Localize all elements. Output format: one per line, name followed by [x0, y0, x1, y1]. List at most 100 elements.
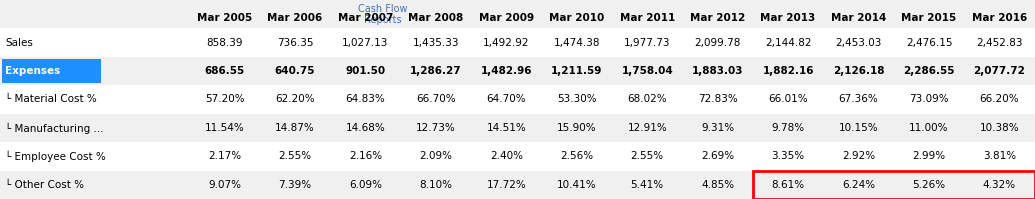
Text: 9.78%: 9.78% [771, 123, 804, 133]
Text: 1,211.59: 1,211.59 [551, 66, 602, 76]
Text: 2,126.18: 2,126.18 [833, 66, 884, 76]
Text: 2.55%: 2.55% [278, 151, 312, 161]
Text: Expenses: Expenses [5, 66, 60, 76]
Text: 858.39: 858.39 [206, 38, 243, 48]
Bar [2, 59, 100, 83]
Bar [0, 85, 1035, 114]
Text: 3.81%: 3.81% [983, 151, 1016, 161]
Text: 2,453.03: 2,453.03 [835, 38, 882, 48]
Text: Mar 2007: Mar 2007 [337, 14, 393, 23]
Text: 5.41%: 5.41% [630, 180, 663, 190]
Text: 8.61%: 8.61% [771, 180, 804, 190]
Bar [0, 28, 1035, 57]
Text: Mar 2015: Mar 2015 [901, 14, 956, 23]
Text: Sales: Sales [5, 38, 33, 48]
Text: 12.73%: 12.73% [416, 123, 455, 133]
Text: 4.85%: 4.85% [701, 180, 734, 190]
Text: Mar 2010: Mar 2010 [550, 14, 604, 23]
Bar [0, 142, 1035, 171]
Text: 9.07%: 9.07% [208, 180, 241, 190]
Text: 1,435.33: 1,435.33 [413, 38, 460, 48]
Text: 2,286.55: 2,286.55 [904, 66, 954, 76]
Text: 4.32%: 4.32% [983, 180, 1016, 190]
Text: 53.30%: 53.30% [557, 95, 596, 104]
Bar [0, 171, 1035, 199]
Text: 2.09%: 2.09% [419, 151, 452, 161]
Text: Cash Flow: Cash Flow [358, 4, 408, 14]
Text: 2.56%: 2.56% [560, 151, 593, 161]
Text: 72.83%: 72.83% [698, 95, 738, 104]
Bar [0, 114, 1035, 142]
Text: 66.01%: 66.01% [768, 95, 808, 104]
Text: 6.09%: 6.09% [349, 180, 382, 190]
Text: 14.51%: 14.51% [486, 123, 526, 133]
Text: 2,144.82: 2,144.82 [765, 38, 811, 48]
Text: 2.69%: 2.69% [701, 151, 734, 161]
Text: Mar 2008: Mar 2008 [408, 14, 464, 23]
Text: 66.20%: 66.20% [980, 95, 1019, 104]
Text: Mar 2005: Mar 2005 [197, 14, 253, 23]
Text: Mar 2016: Mar 2016 [972, 14, 1027, 23]
Text: 64.83%: 64.83% [346, 95, 385, 104]
Text: 11.54%: 11.54% [205, 123, 244, 133]
Text: 62.20%: 62.20% [275, 95, 315, 104]
Text: 64.70%: 64.70% [486, 95, 526, 104]
Text: 1,027.13: 1,027.13 [343, 38, 389, 48]
Bar [0, 57, 1035, 85]
Text: 2,077.72: 2,077.72 [974, 66, 1026, 76]
Text: 73.09%: 73.09% [909, 95, 949, 104]
Text: 10.38%: 10.38% [980, 123, 1019, 133]
Text: 640.75: 640.75 [274, 66, 316, 76]
Text: 14.68%: 14.68% [346, 123, 385, 133]
Text: 1,882.16: 1,882.16 [763, 66, 814, 76]
Text: 12.91%: 12.91% [627, 123, 668, 133]
Text: 10.15%: 10.15% [838, 123, 879, 133]
Text: 901.50: 901.50 [346, 66, 385, 76]
Text: 6.24%: 6.24% [842, 180, 876, 190]
Text: └ Material Cost %: └ Material Cost % [5, 95, 97, 104]
Text: Mar 2012: Mar 2012 [690, 14, 745, 23]
Text: 1,474.38: 1,474.38 [554, 38, 600, 48]
Text: 2.16%: 2.16% [349, 151, 382, 161]
Text: 66.70%: 66.70% [416, 95, 455, 104]
Text: 1,286.27: 1,286.27 [410, 66, 462, 76]
Text: Mar 2006: Mar 2006 [267, 14, 323, 23]
Text: └ Employee Cost %: └ Employee Cost % [5, 151, 106, 162]
Bar [0, 0, 1035, 28]
Text: 10.41%: 10.41% [557, 180, 596, 190]
Text: 1,977.73: 1,977.73 [624, 38, 671, 48]
Text: 1,883.03: 1,883.03 [692, 66, 743, 76]
Text: 9.31%: 9.31% [701, 123, 734, 133]
Text: 15.90%: 15.90% [557, 123, 596, 133]
Text: 736.35: 736.35 [276, 38, 314, 48]
Text: 2.55%: 2.55% [630, 151, 663, 161]
Text: Reports: Reports [364, 15, 402, 25]
Text: 2.92%: 2.92% [842, 151, 876, 161]
Text: 8.10%: 8.10% [419, 180, 452, 190]
Text: 686.55: 686.55 [205, 66, 244, 76]
Text: 2.17%: 2.17% [208, 151, 241, 161]
Text: 57.20%: 57.20% [205, 95, 244, 104]
Text: 68.02%: 68.02% [627, 95, 667, 104]
Text: 67.36%: 67.36% [838, 95, 879, 104]
Text: └ Other Cost %: └ Other Cost % [5, 180, 84, 190]
Text: 1,492.92: 1,492.92 [483, 38, 530, 48]
Text: Mar 2009: Mar 2009 [479, 14, 534, 23]
Text: 2.99%: 2.99% [913, 151, 946, 161]
Text: 1,482.96: 1,482.96 [480, 66, 532, 76]
Text: 2,476.15: 2,476.15 [906, 38, 952, 48]
Text: 3.35%: 3.35% [771, 151, 804, 161]
Text: 2,452.83: 2,452.83 [976, 38, 1023, 48]
Text: Mar 2014: Mar 2014 [831, 14, 886, 23]
Text: Mar 2013: Mar 2013 [761, 14, 816, 23]
Text: 5.26%: 5.26% [913, 180, 946, 190]
Text: 7.39%: 7.39% [278, 180, 312, 190]
Text: 17.72%: 17.72% [486, 180, 526, 190]
Text: 1,758.04: 1,758.04 [621, 66, 673, 76]
Text: 2,099.78: 2,099.78 [694, 38, 741, 48]
Text: └ Manufacturing ...: └ Manufacturing ... [5, 122, 104, 134]
Text: Mar 2011: Mar 2011 [620, 14, 675, 23]
Bar [752, 171, 1035, 199]
Text: 2.40%: 2.40% [490, 151, 523, 161]
Text: 11.00%: 11.00% [910, 123, 949, 133]
